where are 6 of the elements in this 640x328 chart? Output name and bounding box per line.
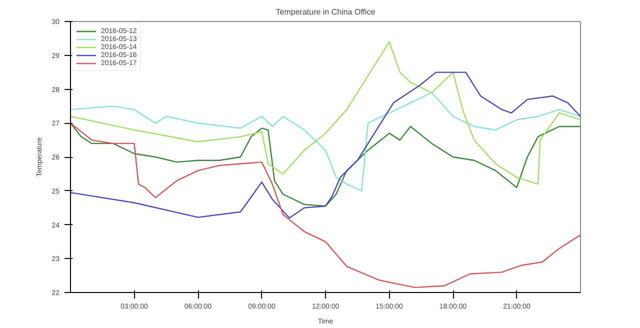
line-series bbox=[70, 41, 580, 185]
chart-title: Temperature in China Office bbox=[276, 8, 376, 16]
line-series bbox=[70, 122, 580, 288]
line-series bbox=[70, 72, 580, 219]
line-series bbox=[70, 122, 580, 207]
line-series bbox=[70, 92, 580, 192]
